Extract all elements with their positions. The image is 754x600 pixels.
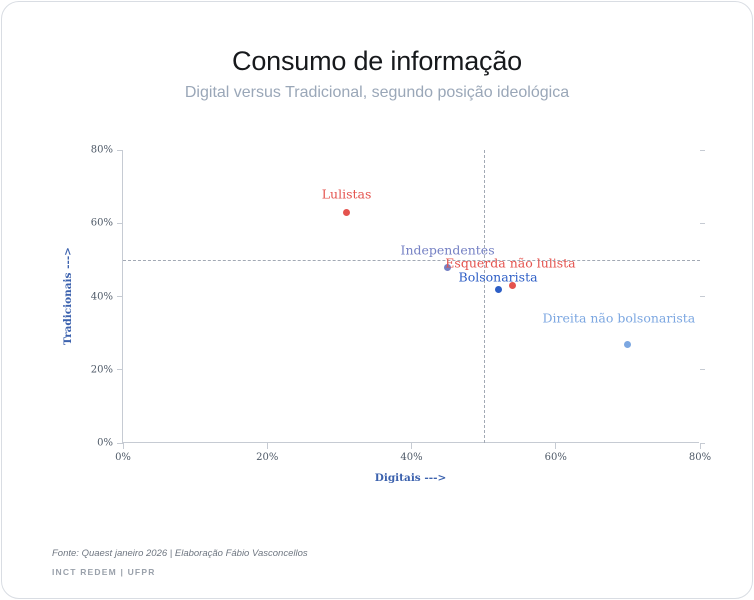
x-tick-mark [266,443,268,449]
y-tick-mark [117,222,123,224]
x-tick-mark [122,443,124,449]
y-tick-mark [117,296,123,297]
page-title: Consumo de informação [232,46,522,76]
point-label: Esquerda não lulista [445,255,576,270]
x-tick-label: 80% [688,452,712,463]
x-tick-label: 40% [400,452,423,463]
y-tick-mark-right [700,222,705,224]
x-tick-label: 0% [115,452,131,463]
y-tick-mark [117,149,123,151]
point-label: Independentes [400,242,495,258]
y-tick-mark-right [700,442,705,444]
point-label: Lulistas [321,186,372,202]
y-tick-label: 0% [97,437,113,449]
scatter-chart: Tradicionais ---> Digitais ---> 0% 20% 40%… [2,2,752,522]
y-tick-mark-right [700,369,705,371]
y-tick-mark [117,442,123,444]
page-subtitle: Digital versus Tradicional, segundo posi… [184,84,570,101]
point-label: Bolsonarista [458,269,538,285]
plot-area: 0% 20% 40% 60% 80% 0% 20% 40% 60% 80% Lulistas Inde… [91,145,711,464]
x-tick-mark [699,443,701,449]
scatter-point [494,285,502,293]
scatter-point [444,263,452,271]
scatter-point [343,208,351,216]
y-tick-mark-right [700,149,705,151]
y-tick-label: 20% [90,364,113,376]
y-tick-mark-right [700,296,705,297]
credits-note: INCT REDEM | UFPR [52,567,156,577]
y-tick-label: 60% [90,217,113,229]
y-tick-label: 40% [90,291,113,302]
x-tick-label: 60% [544,452,567,463]
x-tick-label: 20% [256,452,279,463]
y-tick-label: 80% [90,144,113,156]
y-tick-mark [117,369,123,371]
point-label: Direita não bolsonarista [542,310,696,326]
reference-line-horizontal [123,259,700,261]
x-axis-title: Digitais ---> [374,472,447,484]
y-axis-title: Tradicionais ---> [62,247,74,345]
x-tick-mark [411,443,412,449]
x-tick-mark [555,443,557,449]
scatter-point [508,282,516,289]
reference-line-vertical [483,150,485,443]
source-note: Fonte: Quaest janeiro 2026 | Elaboração … [52,548,308,559]
scatter-point [624,340,632,348]
